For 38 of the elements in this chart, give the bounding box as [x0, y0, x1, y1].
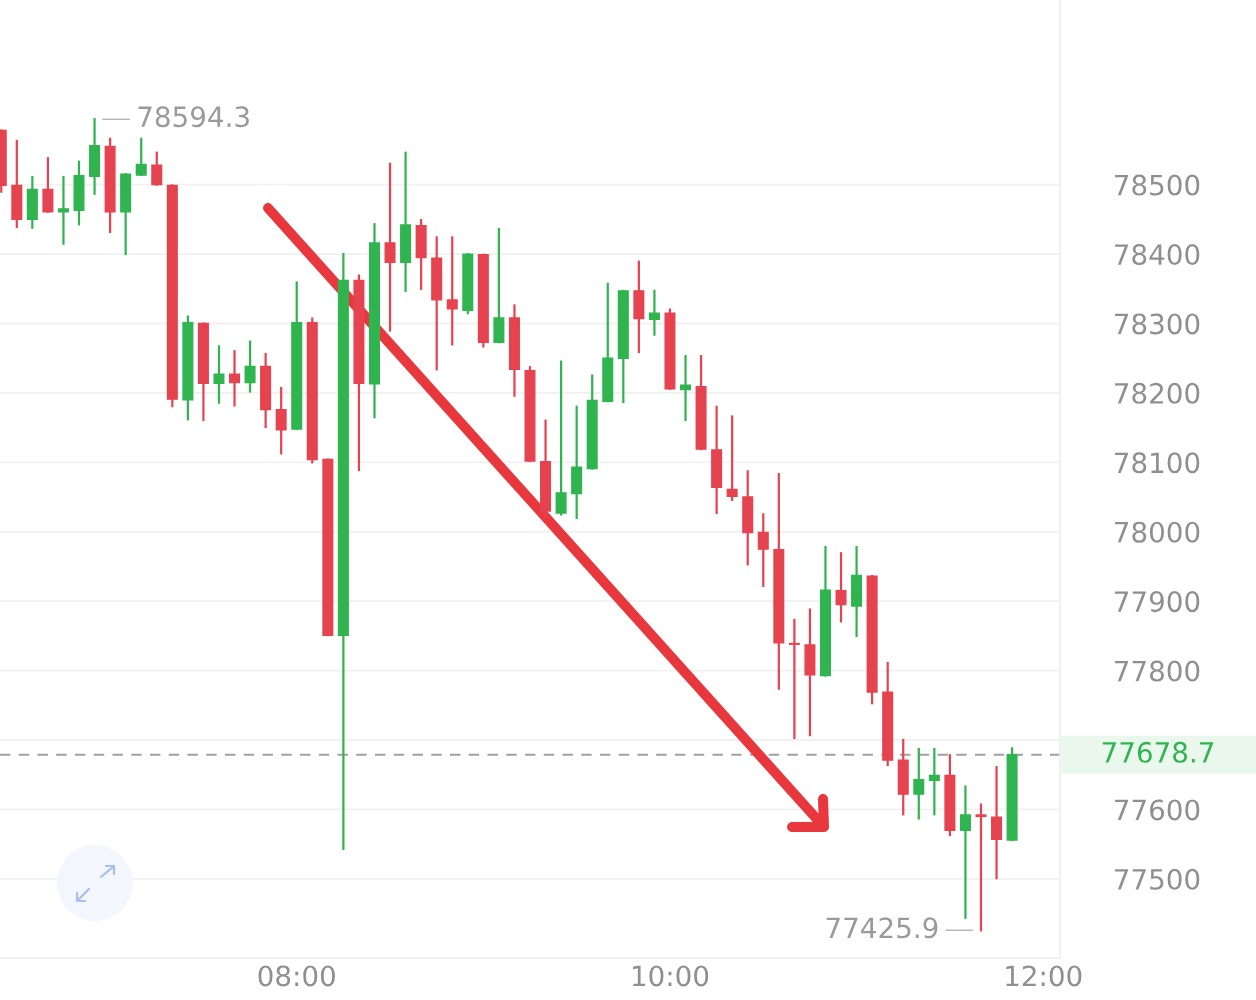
y-tick-label: 77900 [1115, 591, 1200, 613]
candlestick [555, 360, 567, 516]
candlestick [835, 552, 847, 623]
candlestick [648, 289, 660, 336]
ref-line-label: 77678.7 [1102, 741, 1214, 763]
annotation: 78594.3 [138, 106, 249, 128]
y-tick-label: 78100 [1115, 452, 1200, 474]
candlestick [975, 803, 987, 932]
y-tick-label: 78500 [1115, 174, 1200, 196]
annotation: 77425.9 [826, 917, 938, 939]
candlestick [991, 765, 1003, 880]
candlestick [679, 355, 692, 422]
y-tick-label: 77800 [1115, 660, 1200, 682]
candlestick [726, 415, 738, 501]
x-tick-label: 12:00 [1006, 965, 1082, 987]
y-tick-label: 78400 [1115, 244, 1200, 266]
y-tick-label: 77600 [1115, 799, 1200, 821]
y-tick-label: 78300 [1115, 313, 1200, 335]
candlestick [959, 785, 971, 919]
y-tick-label: 78000 [1115, 521, 1200, 543]
x-tick-label: 08:00 [258, 965, 335, 987]
candlestick [384, 162, 396, 332]
candlestick [57, 175, 69, 245]
candlestick [788, 618, 800, 740]
candlestick [913, 747, 925, 820]
candlestick [229, 350, 241, 407]
candlestick [446, 236, 458, 346]
candlestick [135, 137, 147, 177]
candlestick [244, 340, 256, 393]
candlestick [42, 157, 54, 213]
candlestick [928, 747, 940, 816]
x-tick-label: 10:00 [632, 965, 709, 987]
candlestick [151, 151, 163, 186]
y-tick-label: 78200 [1115, 382, 1200, 404]
candlestick [757, 513, 769, 588]
candlestick [275, 386, 287, 455]
y-tick-label: 77500 [1115, 868, 1200, 890]
candlestick [213, 345, 225, 404]
